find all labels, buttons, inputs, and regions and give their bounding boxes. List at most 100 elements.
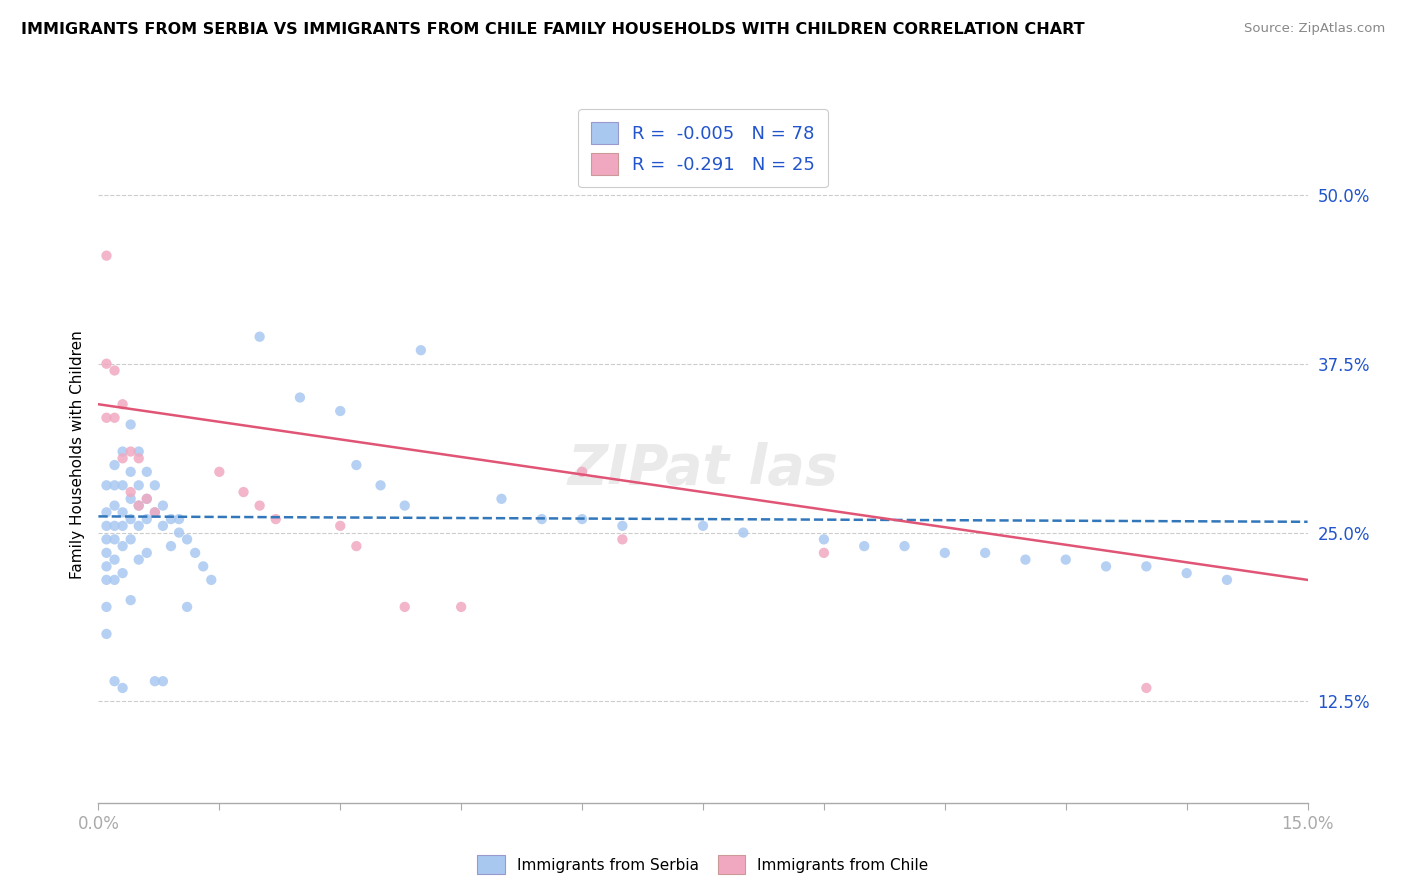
Point [128, 444, 150, 458]
Point [1014, 552, 1036, 566]
Point [120, 485, 142, 500]
Point [1135, 681, 1157, 695]
Point [288, 391, 311, 405]
Text: IMMIGRANTS FROM SERBIA VS IMMIGRANTS FROM CHILE FAMILY HOUSEHOLDS WITH CHILDREN : IMMIGRANTS FROM SERBIA VS IMMIGRANTS FRO… [21, 22, 1084, 37]
Point [96, 546, 118, 560]
Point [934, 546, 956, 560]
Point [813, 546, 835, 560]
Point [120, 512, 142, 526]
Point [232, 485, 254, 500]
Point [184, 546, 207, 560]
Point [1095, 559, 1118, 574]
Point [103, 519, 125, 533]
Point [571, 512, 593, 526]
Point [733, 525, 755, 540]
Point [103, 552, 125, 566]
Point [103, 458, 125, 472]
Point [96, 357, 118, 371]
Point [111, 681, 134, 695]
Point [135, 546, 157, 560]
Point [120, 465, 142, 479]
Point [394, 499, 416, 513]
Point [143, 674, 166, 689]
Point [853, 539, 876, 553]
Point [120, 533, 142, 547]
Point [120, 491, 142, 506]
Point [128, 499, 150, 513]
Legend: R =  -0.005   N = 78, R =  -0.291   N = 25: R = -0.005 N = 78, R = -0.291 N = 25 [578, 109, 828, 187]
Point [103, 533, 125, 547]
Point [1175, 566, 1198, 581]
Point [530, 512, 553, 526]
Point [120, 593, 142, 607]
Point [96, 533, 118, 547]
Point [344, 458, 367, 472]
Y-axis label: Family Households with Children: Family Households with Children [69, 331, 84, 579]
Point [103, 499, 125, 513]
Point [176, 599, 198, 614]
Point [193, 559, 215, 574]
Point [143, 505, 166, 519]
Point [103, 674, 125, 689]
Point [111, 397, 134, 411]
Point [111, 566, 134, 581]
Point [329, 519, 352, 533]
Point [120, 417, 142, 432]
Point [128, 499, 150, 513]
Point [135, 491, 157, 506]
Point [128, 451, 150, 466]
Point [329, 404, 352, 418]
Point [103, 478, 125, 492]
Point [128, 552, 150, 566]
Point [103, 573, 125, 587]
Point [135, 491, 157, 506]
Point [143, 505, 166, 519]
Text: Source: ZipAtlas.com: Source: ZipAtlas.com [1244, 22, 1385, 36]
Text: ZIPat las: ZIPat las [568, 442, 838, 496]
Point [143, 478, 166, 492]
Point [409, 343, 432, 358]
Point [96, 249, 118, 263]
Point [96, 410, 118, 425]
Point [167, 525, 190, 540]
Point [167, 512, 190, 526]
Point [249, 329, 271, 343]
Point [152, 519, 174, 533]
Legend: Immigrants from Serbia, Immigrants from Chile: Immigrants from Serbia, Immigrants from … [471, 849, 935, 880]
Point [264, 512, 287, 526]
Point [1135, 559, 1157, 574]
Point [111, 444, 134, 458]
Point [96, 519, 118, 533]
Point [152, 674, 174, 689]
Point [394, 599, 416, 614]
Point [370, 478, 392, 492]
Point [491, 491, 513, 506]
Point [1216, 573, 1239, 587]
Point [96, 478, 118, 492]
Point [893, 539, 915, 553]
Point [813, 533, 835, 547]
Point [96, 627, 118, 641]
Point [111, 478, 134, 492]
Point [96, 505, 118, 519]
Point [111, 539, 134, 553]
Point [120, 444, 142, 458]
Point [152, 499, 174, 513]
Point [450, 599, 472, 614]
Point [160, 512, 183, 526]
Point [692, 519, 714, 533]
Point [612, 519, 634, 533]
Point [974, 546, 997, 560]
Point [344, 539, 367, 553]
Point [571, 465, 593, 479]
Point [128, 519, 150, 533]
Point [128, 478, 150, 492]
Point [612, 533, 634, 547]
Point [135, 512, 157, 526]
Point [1054, 552, 1077, 566]
Point [111, 451, 134, 466]
Point [160, 539, 183, 553]
Point [249, 499, 271, 513]
Point [208, 465, 231, 479]
Point [96, 599, 118, 614]
